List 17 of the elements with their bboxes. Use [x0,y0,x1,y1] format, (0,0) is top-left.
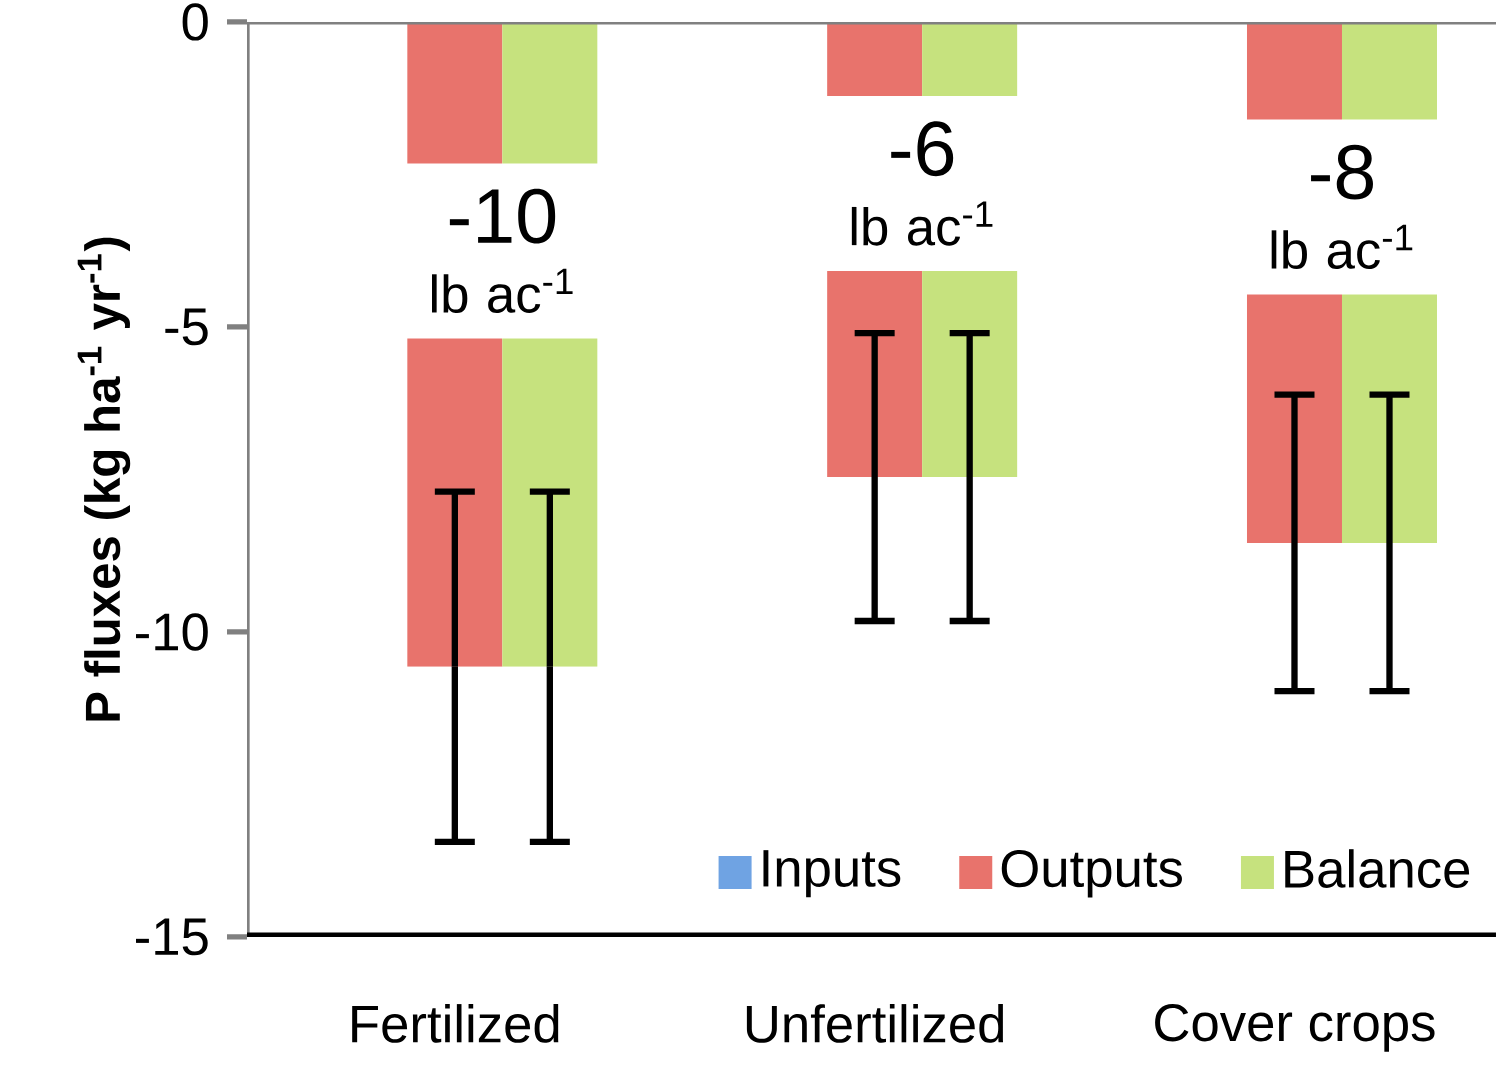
annotation: -8 [1311,144,1373,200]
y-tick-label: -15 [136,918,208,956]
y-tick-label: 0 [182,3,208,41]
legend-label: Balance [1285,849,1470,888]
y-axis-title: P fluxes (kg ha$^{-1}$ yr$^{-1}$) [77,237,131,721]
legend-label: Inputs [763,850,901,898]
y-tick-label: -5 [165,308,208,346]
x-tick-label: Fertilized [352,1004,559,1043]
legend-label: Outputs [1001,849,1182,898]
x-tick-label: Cover crops [1155,1004,1435,1052]
annotation: -10 [449,188,556,244]
y-tick-label: -10 [136,613,208,651]
annotation: -6 [891,121,954,177]
annotation: lb ac$^{-1}$ [432,268,573,313]
annotation: lb ac$^{-1}$ [851,201,993,246]
x-tick-label: Unfertilized [746,1004,1004,1043]
annotation: lb ac$^{-1}$ [1271,224,1413,270]
